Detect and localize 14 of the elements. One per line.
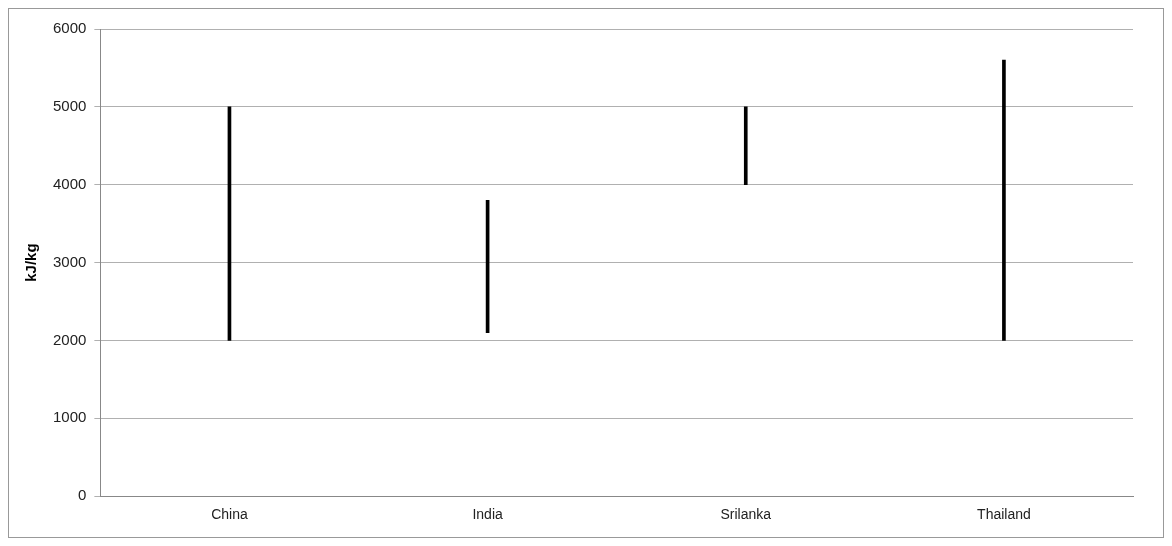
x-tick-label: China <box>211 506 248 523</box>
y-tick-label: 3000 <box>52 252 87 270</box>
y-tick-label: 6000 <box>52 19 87 37</box>
y-tick-label: 4000 <box>52 174 87 192</box>
y-tick-label: 1000 <box>52 408 87 426</box>
x-tick-label: India <box>472 506 503 523</box>
x-tick-label: Srilanka <box>720 506 772 523</box>
y-axis-title: kJ/kg <box>22 243 40 282</box>
y-tick-label: 0 <box>78 486 87 504</box>
bar <box>1002 59 1006 341</box>
bar <box>743 106 748 186</box>
x-tick-label: Thailand <box>977 506 1031 523</box>
y-tick-label: 2000 <box>52 330 87 348</box>
y-tick-label: 5000 <box>52 97 87 115</box>
